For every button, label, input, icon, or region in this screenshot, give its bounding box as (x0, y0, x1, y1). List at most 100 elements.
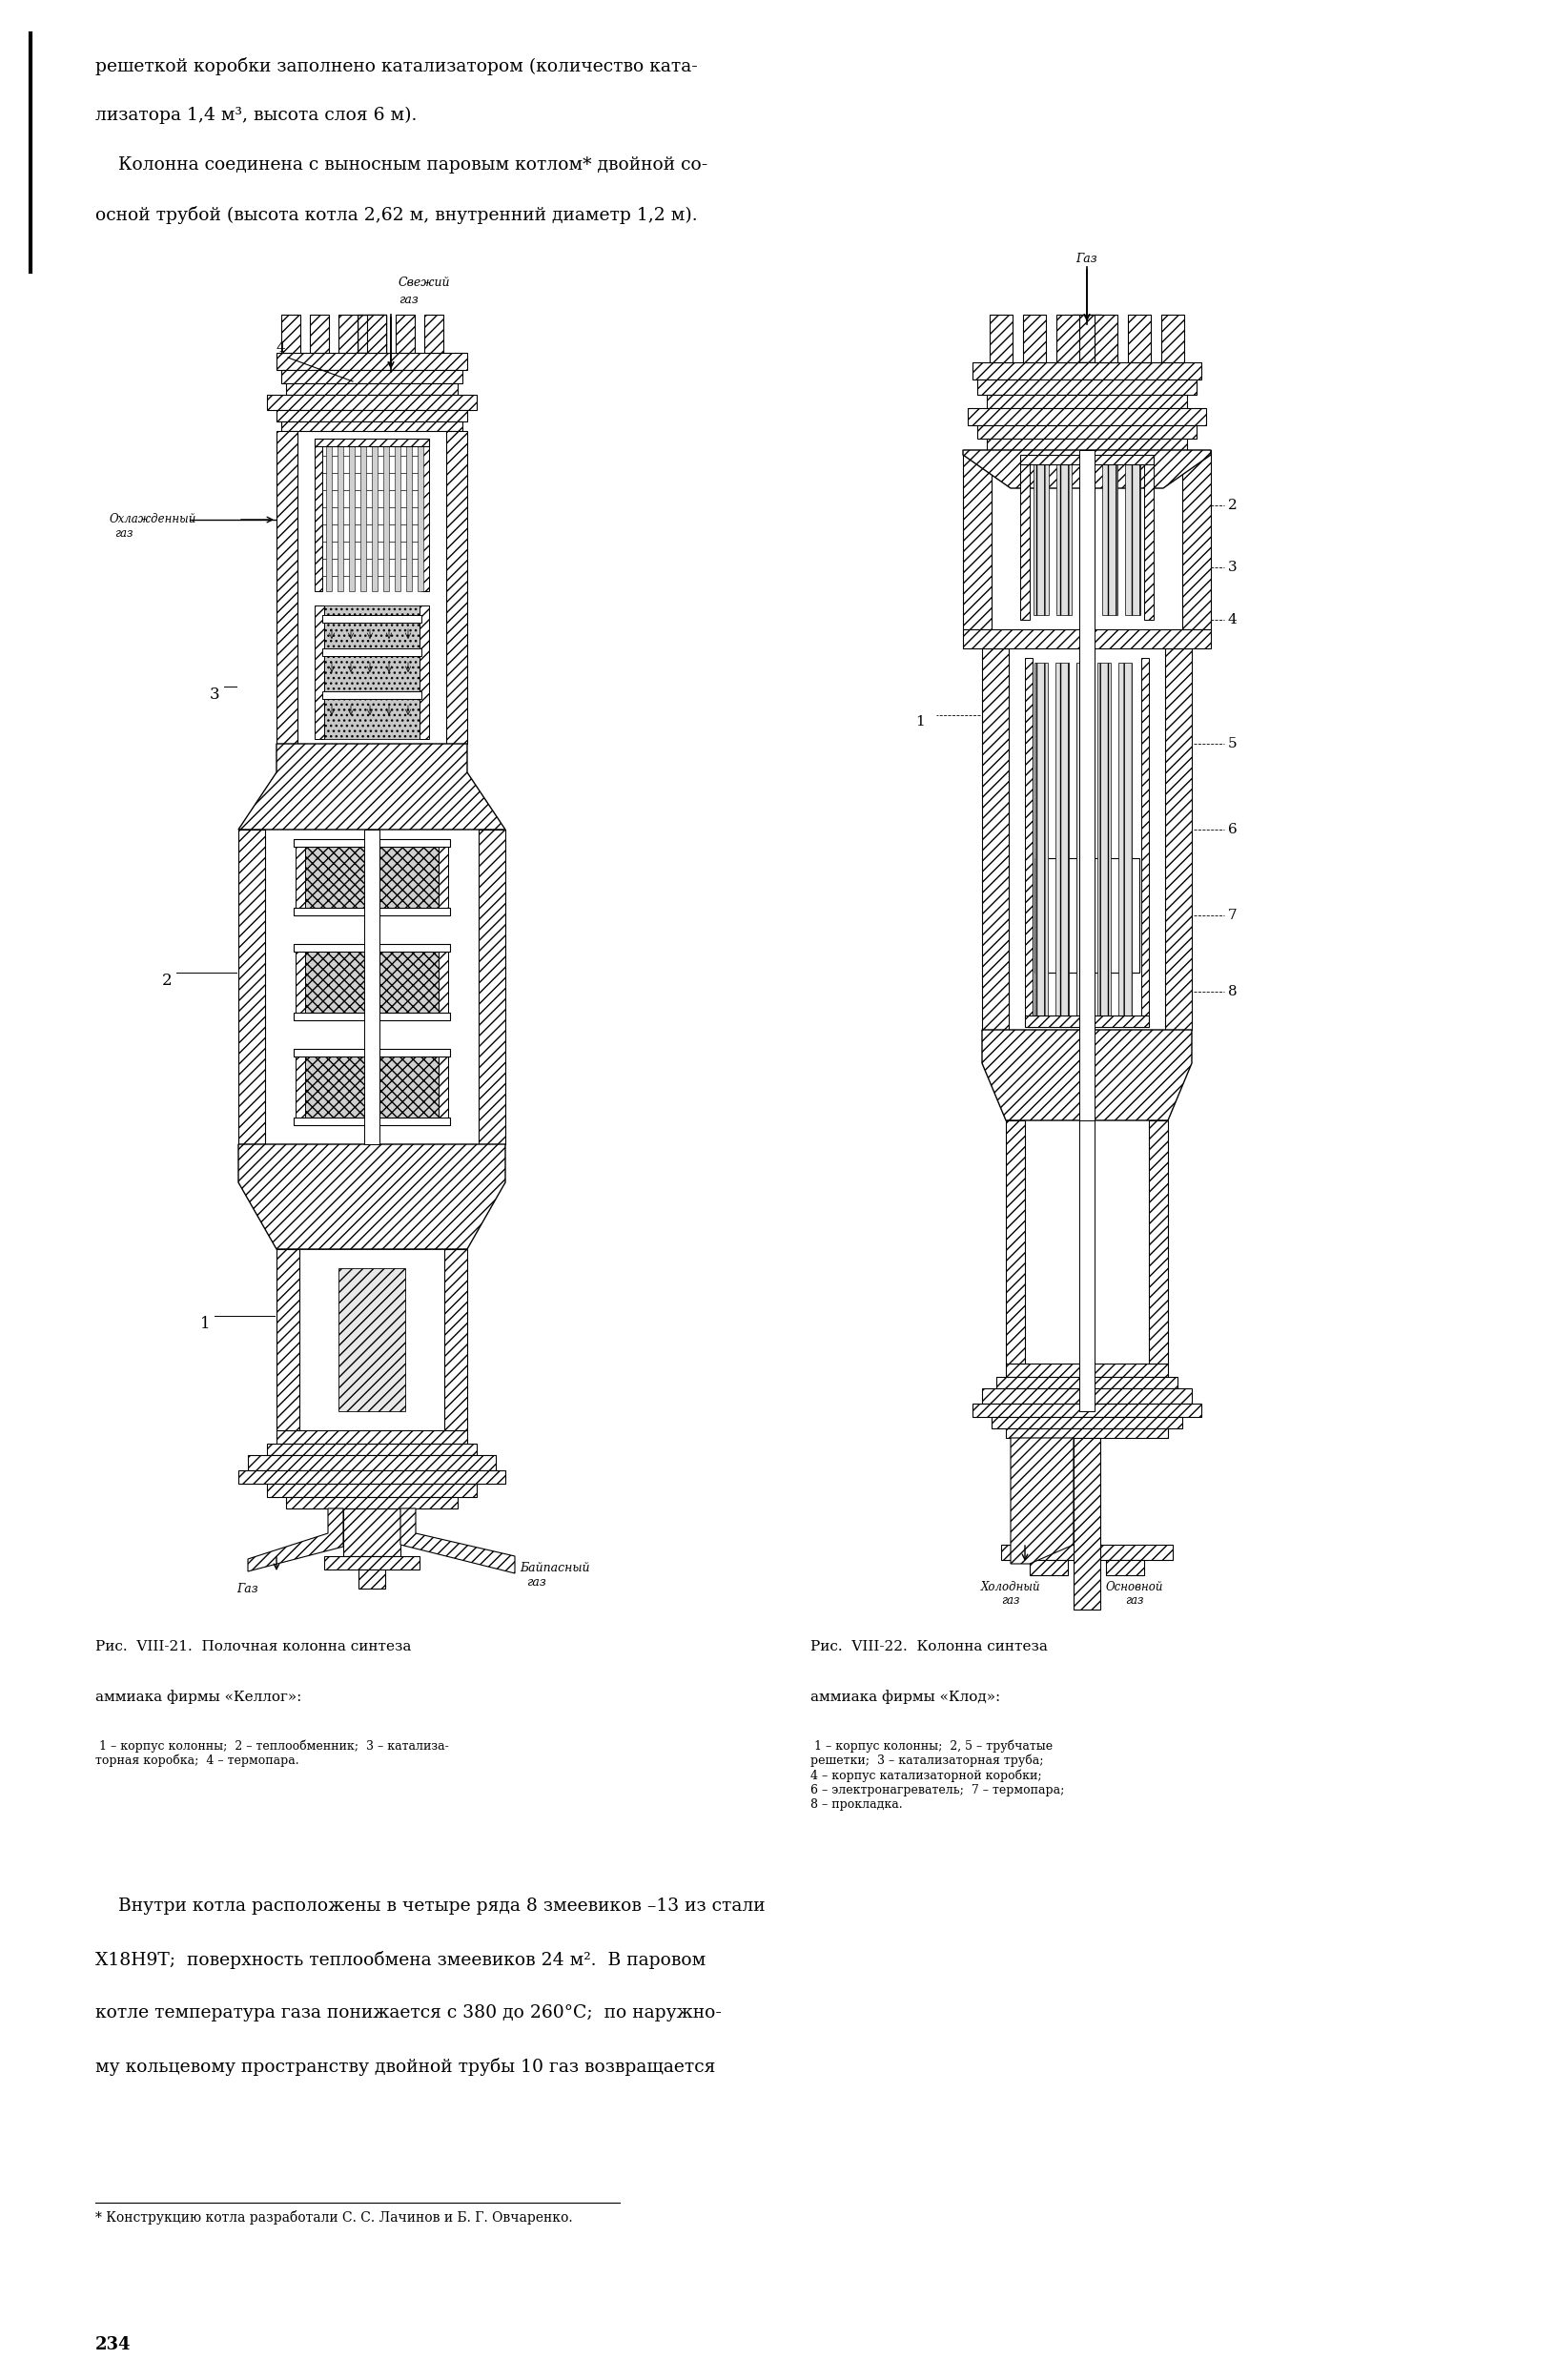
Bar (372, 438, 378, 590)
Text: 1 – корпус колонны;  2, 5 – трубчатые
решетки;  3 – катализаторная труба;
4 – ко: 1 – корпус колонны; 2, 5 – трубчатые реш… (811, 1740, 1064, 1811)
Bar (277, 1430, 467, 1445)
Bar (1057, 314, 1080, 362)
Bar (1025, 1016, 1148, 1026)
Bar (1119, 662, 1131, 1016)
Text: котле температура газа понижается с 380 до 260°С;  по наружно-: котле температура газа понижается с 380 … (95, 2004, 722, 2021)
Bar (296, 840, 305, 916)
Bar (1080, 450, 1094, 1126)
Bar (982, 1388, 1192, 1404)
Bar (439, 945, 448, 1021)
Bar (286, 383, 457, 395)
Bar (361, 438, 366, 590)
Bar (294, 1050, 450, 1057)
Text: 8: 8 (1228, 985, 1237, 997)
Text: * Конструкцию котла разработали С. С. Лачинов и Б. Г. Овчаренко.: * Конструкцию котла разработали С. С. Ла… (95, 2211, 573, 2225)
Bar (268, 1445, 476, 1454)
Bar (296, 945, 305, 1021)
Text: Х18Н9Т;  поверхность теплообмена змеевиков 24 м².  В паровом: Х18Н9Т; поверхность теплообмена змеевико… (95, 1952, 706, 1968)
Bar (1057, 464, 1072, 614)
Bar (963, 628, 1211, 647)
Bar (968, 407, 1206, 426)
Text: газ: газ (115, 528, 132, 540)
Bar (338, 438, 344, 590)
Bar (314, 438, 322, 590)
Bar (1035, 859, 1139, 973)
Bar (364, 831, 380, 1145)
Text: 3: 3 (1228, 562, 1237, 574)
Bar (972, 1404, 1201, 1416)
Bar (314, 605, 324, 738)
Bar (294, 907, 450, 916)
Bar (305, 840, 439, 916)
Bar (322, 690, 422, 700)
Bar (991, 1416, 1183, 1428)
Bar (358, 314, 386, 352)
Bar (963, 450, 991, 628)
Text: аммиака фирмы «Келлог»:: аммиака фирмы «Келлог»: (95, 1690, 302, 1704)
Bar (294, 840, 450, 847)
Bar (268, 1483, 476, 1497)
Text: аммиака фирмы «Клод»:: аммиака фирмы «Клод»: (811, 1690, 1001, 1704)
Bar (1030, 1559, 1067, 1576)
Bar (1094, 314, 1117, 362)
Bar (422, 438, 429, 590)
Text: 1 – корпус колонны;  2 – теплообменник;  3 – катализа-
торная коробка;  4 – терм: 1 – корпус колонны; 2 – теплообменник; 3… (95, 1740, 448, 1766)
Bar (322, 647, 422, 657)
Bar (1106, 1559, 1144, 1576)
Bar (1035, 662, 1047, 1016)
Bar (987, 395, 1187, 407)
Text: Колонна соединена с выносным паровым котлом* двойной со-: Колонна соединена с выносным паровым кот… (95, 157, 708, 174)
Text: 3: 3 (210, 685, 219, 702)
Bar (1148, 1121, 1169, 1364)
Text: 1: 1 (915, 714, 924, 728)
Bar (299, 1250, 445, 1430)
Bar (420, 605, 429, 738)
Bar (324, 1557, 420, 1568)
Bar (282, 314, 300, 352)
Bar (294, 1119, 450, 1126)
Bar (314, 438, 429, 447)
Text: Внутри котла расположены в четыре ряда 8 змеевиков –13 из стали: Внутри котла расположены в четыре ряда 8… (95, 1897, 766, 1914)
Bar (367, 314, 386, 352)
Polygon shape (400, 1509, 515, 1573)
Bar (395, 314, 415, 352)
Text: Основной: Основной (1106, 1580, 1164, 1592)
Bar (996, 1378, 1178, 1388)
Bar (1097, 662, 1111, 1016)
Text: 1: 1 (201, 1316, 210, 1333)
Bar (238, 831, 265, 1145)
Bar (277, 1250, 299, 1430)
Bar (1033, 464, 1049, 614)
Polygon shape (238, 743, 506, 831)
Bar (395, 438, 400, 590)
Text: Газ: Газ (1077, 252, 1097, 264)
Bar (977, 378, 1197, 395)
Bar (1077, 662, 1089, 1016)
Text: Рис.  VIII-22.  Колонна синтеза: Рис. VIII-22. Колонна синтеза (811, 1640, 1047, 1654)
Bar (982, 647, 1008, 1031)
Bar (439, 840, 448, 916)
Bar (282, 369, 462, 383)
Bar (1005, 1428, 1169, 1438)
Polygon shape (1011, 1438, 1074, 1564)
Polygon shape (982, 1031, 1192, 1121)
Bar (1125, 464, 1141, 614)
Bar (1102, 464, 1117, 614)
Bar (1021, 459, 1030, 619)
Bar (277, 431, 297, 743)
Bar (1022, 314, 1046, 362)
Text: лизатора 1,4 м³, высота слоя 6 м).: лизатора 1,4 м³, высота слоя 6 м). (95, 107, 417, 124)
Bar (305, 1050, 439, 1126)
Bar (305, 945, 439, 1021)
Bar (977, 426, 1197, 438)
Text: газ: газ (1002, 1595, 1019, 1607)
Bar (990, 314, 1013, 362)
Bar (310, 314, 328, 352)
Bar (1025, 1121, 1148, 1364)
Text: Байпасный: Байпасный (520, 1561, 590, 1573)
Bar (358, 1568, 386, 1587)
Bar (324, 605, 420, 738)
Text: решеткой коробки заполнено катализатором (количество ката-: решеткой коробки заполнено катализатором… (95, 57, 697, 76)
Text: 2: 2 (162, 973, 173, 988)
Bar (1072, 314, 1102, 362)
